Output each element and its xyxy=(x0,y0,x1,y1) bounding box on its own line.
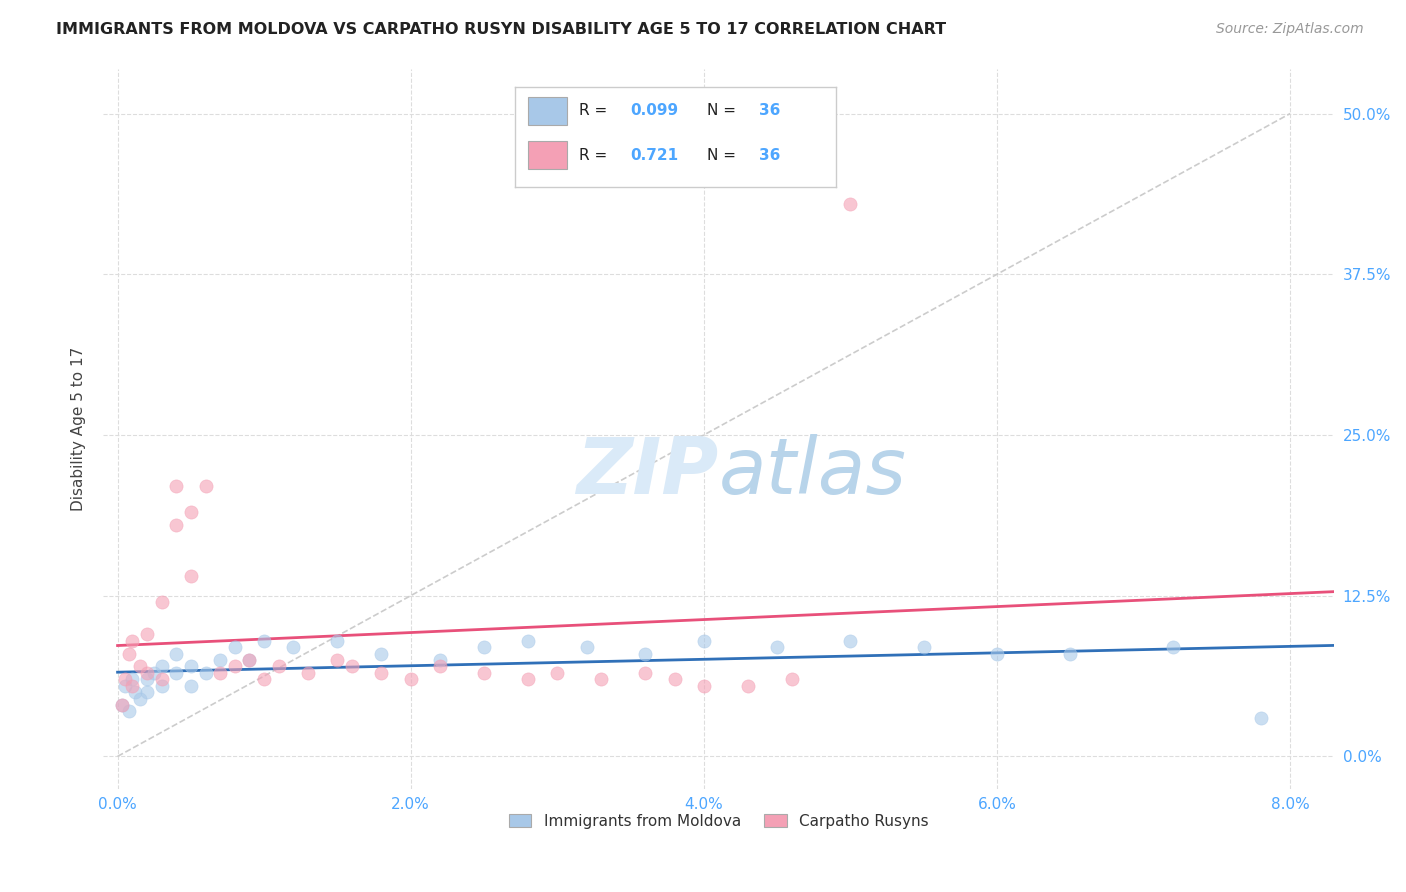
Point xyxy=(517,672,540,686)
Point xyxy=(326,653,349,667)
Point xyxy=(194,665,217,680)
Point xyxy=(118,647,141,661)
Point xyxy=(135,672,157,686)
Point xyxy=(135,685,157,699)
Point xyxy=(575,640,598,654)
Point xyxy=(121,679,143,693)
Point xyxy=(780,672,803,686)
Point xyxy=(340,659,363,673)
Point xyxy=(143,665,166,680)
Point xyxy=(912,640,935,654)
Point xyxy=(150,679,173,693)
Point xyxy=(693,633,716,648)
Point xyxy=(128,659,150,673)
Point xyxy=(194,479,217,493)
Point xyxy=(180,679,202,693)
Point xyxy=(135,627,157,641)
Point xyxy=(111,698,134,712)
Point xyxy=(150,672,173,686)
Point xyxy=(121,672,143,686)
Point xyxy=(224,659,246,673)
Point xyxy=(165,518,187,533)
Point xyxy=(664,672,686,686)
Point xyxy=(165,479,187,493)
Point xyxy=(180,569,202,583)
Point xyxy=(370,647,392,661)
Point xyxy=(326,633,349,648)
Point xyxy=(1250,711,1272,725)
Text: Source: ZipAtlas.com: Source: ZipAtlas.com xyxy=(1216,22,1364,37)
Point xyxy=(517,633,540,648)
Point xyxy=(429,653,451,667)
Point xyxy=(238,653,260,667)
Point xyxy=(135,665,157,680)
Point xyxy=(121,633,143,648)
Point xyxy=(370,665,392,680)
Point xyxy=(253,633,276,648)
Point xyxy=(165,665,187,680)
Text: IMMIGRANTS FROM MOLDOVA VS CARPATHO RUSYN DISABILITY AGE 5 TO 17 CORRELATION CHA: IMMIGRANTS FROM MOLDOVA VS CARPATHO RUSY… xyxy=(56,22,946,37)
Point xyxy=(150,595,173,609)
Point xyxy=(283,640,305,654)
Point xyxy=(180,659,202,673)
Point xyxy=(839,633,862,648)
Point xyxy=(693,679,716,693)
Y-axis label: Disability Age 5 to 17: Disability Age 5 to 17 xyxy=(72,346,86,510)
Point xyxy=(111,698,134,712)
Point xyxy=(238,653,260,667)
Point xyxy=(118,705,141,719)
Point xyxy=(114,679,136,693)
Point xyxy=(986,647,1008,661)
Point xyxy=(472,665,495,680)
Point xyxy=(180,505,202,519)
Point xyxy=(297,665,319,680)
Point xyxy=(267,659,290,673)
Point xyxy=(114,672,136,686)
Point xyxy=(429,659,451,673)
Legend: Immigrants from Moldova, Carpatho Rusyns: Immigrants from Moldova, Carpatho Rusyns xyxy=(502,807,935,835)
Point xyxy=(128,691,150,706)
Point xyxy=(1059,647,1081,661)
Point xyxy=(591,672,613,686)
Point xyxy=(399,672,422,686)
Point xyxy=(1161,640,1184,654)
Point xyxy=(737,679,759,693)
Point xyxy=(766,640,789,654)
Point xyxy=(546,665,568,680)
Point xyxy=(209,665,232,680)
Point xyxy=(165,647,187,661)
Point xyxy=(634,647,657,661)
Point xyxy=(150,659,173,673)
Point xyxy=(839,196,862,211)
Point xyxy=(472,640,495,654)
Point xyxy=(634,665,657,680)
Point xyxy=(209,653,232,667)
Point xyxy=(253,672,276,686)
Text: atlas: atlas xyxy=(718,434,907,509)
Point xyxy=(224,640,246,654)
Point xyxy=(124,685,146,699)
Text: ZIP: ZIP xyxy=(576,434,718,509)
